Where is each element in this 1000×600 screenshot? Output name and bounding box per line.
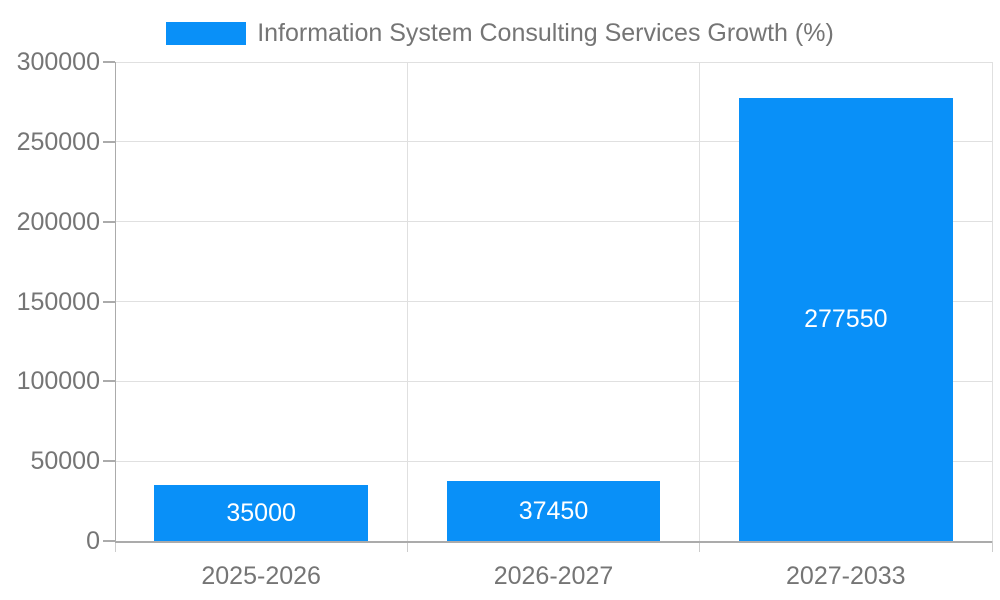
y-axis-tick: [103, 380, 115, 383]
y-gridline: [115, 460, 992, 462]
y-axis-tick: [103, 140, 115, 143]
bar: [739, 97, 953, 541]
y-axis-tick: [103, 61, 115, 63]
y-axis-tick-label: 150000: [16, 287, 100, 316]
y-gridline: [115, 380, 992, 382]
x-axis-category-label: 2026-2027: [493, 562, 614, 590]
y-axis-tick-label: 200000: [16, 207, 100, 236]
x-axis-tick: [114, 541, 116, 552]
y-axis-tick-label: 100000: [16, 367, 100, 396]
x-axis-category-label: 2025-2026: [201, 562, 321, 590]
x-axis-tick: [991, 541, 993, 552]
x-gridline: [991, 62, 993, 541]
y-gridline: [115, 141, 992, 143]
bar-value-label: 37450: [518, 497, 589, 526]
y-axis-tick: [103, 460, 115, 463]
legend-swatch-icon: [166, 21, 247, 45]
bar-value-label: 35000: [226, 499, 296, 528]
x-gridline: [699, 62, 701, 541]
y-axis-tick-label: 50000: [30, 447, 100, 476]
x-gridline: [406, 62, 408, 541]
legend: Information System Consulting Services G…: [0, 18, 1000, 48]
y-gridline: [115, 221, 992, 223]
y-axis-tick: [103, 300, 115, 303]
x-axis-tick: [406, 541, 408, 552]
y-gridline: [115, 301, 992, 302]
x-axis-tick: [699, 541, 701, 552]
legend-label: Information System Consulting Services G…: [257, 18, 834, 47]
y-axis-tick-label: 300000: [16, 48, 100, 76]
y-axis-tick-label: 0: [86, 527, 100, 555]
bar: [446, 481, 661, 541]
y-axis-tick: [103, 220, 115, 223]
y-axis-tick-label: 250000: [16, 127, 100, 156]
bar: [154, 485, 368, 541]
y-gridline: [115, 61, 992, 63]
x-axis-line: [115, 541, 992, 543]
bar-value-label: 277550: [804, 305, 888, 334]
y-axis-line: [115, 62, 116, 541]
y-axis-tick: [103, 540, 115, 542]
x-axis-category-label: 2027-2033: [786, 562, 906, 590]
